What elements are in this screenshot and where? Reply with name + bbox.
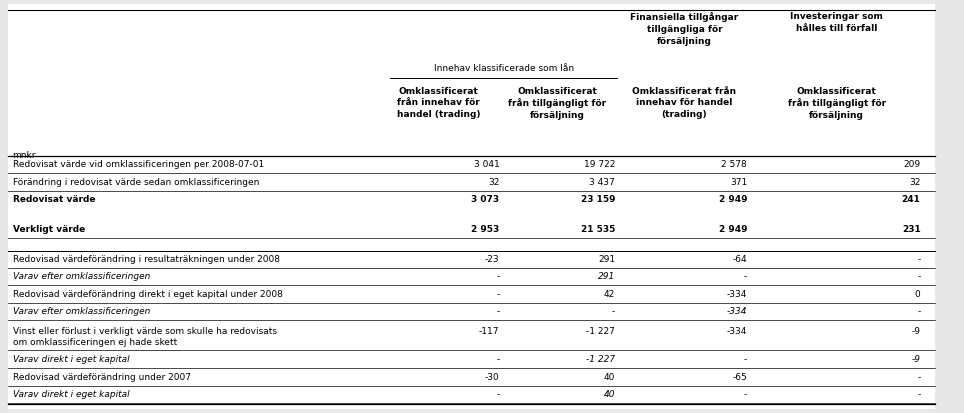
Text: Redovisad värdeförändring direkt i eget kapital under 2008: Redovisad värdeförändring direkt i eget … xyxy=(13,290,282,299)
Text: 291: 291 xyxy=(598,255,615,263)
Text: -: - xyxy=(496,290,499,299)
Text: 32: 32 xyxy=(909,178,921,187)
Text: -334: -334 xyxy=(727,307,747,316)
Text: 32: 32 xyxy=(488,178,499,187)
Text: -1 227: -1 227 xyxy=(586,355,615,364)
Text: Varav direkt i eget kapital: Varav direkt i eget kapital xyxy=(13,390,129,399)
Text: Redovisat värde: Redovisat värde xyxy=(13,195,95,204)
Text: -: - xyxy=(744,390,747,399)
Text: 42: 42 xyxy=(603,290,615,299)
Text: Redovisad värdeförändring under 2007: Redovisad värdeförändring under 2007 xyxy=(13,373,191,382)
Text: -64: -64 xyxy=(733,255,747,263)
Text: Innehav klassificerade som lån: Innehav klassificerade som lån xyxy=(434,64,574,73)
Text: -334: -334 xyxy=(727,290,747,299)
Text: Omklassificerat
från tillgängligt för
försäljning: Omklassificerat från tillgängligt för fö… xyxy=(788,87,886,120)
Text: -: - xyxy=(496,390,499,399)
Text: -: - xyxy=(496,307,499,316)
Text: Varav direkt i eget kapital: Varav direkt i eget kapital xyxy=(13,355,129,364)
Text: Vinst eller förlust i verkligt värde som skulle ha redovisats
om omklassificerin: Vinst eller förlust i verkligt värde som… xyxy=(13,327,277,347)
Text: 241: 241 xyxy=(901,195,921,204)
Text: -9: -9 xyxy=(912,327,921,336)
Text: Omklassificerat från
innehav för handel
(trading): Omklassificerat från innehav för handel … xyxy=(632,87,736,119)
Text: 3 073: 3 073 xyxy=(471,195,499,204)
Text: Finansiella tillgångar
tillgängliga för
försäljning: Finansiella tillgångar tillgängliga för … xyxy=(630,12,738,46)
Text: -117: -117 xyxy=(479,327,499,336)
Text: 3 437: 3 437 xyxy=(589,178,615,187)
Text: 21 535: 21 535 xyxy=(580,225,615,234)
Text: -9: -9 xyxy=(912,355,921,364)
Text: -: - xyxy=(744,355,747,364)
Text: 209: 209 xyxy=(903,160,921,169)
Text: -: - xyxy=(918,390,921,399)
Text: 0: 0 xyxy=(915,290,921,299)
Text: Varav efter omklassificeringen: Varav efter omklassificeringen xyxy=(13,307,150,316)
Text: -: - xyxy=(918,272,921,281)
Text: 23 159: 23 159 xyxy=(580,195,615,204)
Text: 231: 231 xyxy=(902,225,921,234)
Text: 291: 291 xyxy=(598,272,615,281)
Text: 2 578: 2 578 xyxy=(721,160,747,169)
Text: Investeringar som
hålles till förfall: Investeringar som hålles till förfall xyxy=(790,12,883,33)
Text: 371: 371 xyxy=(730,178,747,187)
Text: -: - xyxy=(918,255,921,263)
Text: Omklassificerat
från tillgängligt för
försäljning: Omklassificerat från tillgängligt för fö… xyxy=(508,87,606,120)
Text: 2 949: 2 949 xyxy=(718,225,747,234)
Text: Varav efter omklassificeringen: Varav efter omklassificeringen xyxy=(13,272,150,281)
FancyBboxPatch shape xyxy=(8,4,935,409)
Text: -23: -23 xyxy=(485,255,499,263)
Text: 40: 40 xyxy=(603,373,615,382)
Text: -30: -30 xyxy=(485,373,499,382)
Text: 19 722: 19 722 xyxy=(583,160,615,169)
Text: Verkligt värde: Verkligt värde xyxy=(13,225,85,234)
Text: 2 953: 2 953 xyxy=(471,225,499,234)
Text: -: - xyxy=(612,307,615,316)
Text: mnkr: mnkr xyxy=(13,151,36,160)
Text: Förändring i redovisat värde sedan omklassificeringen: Förändring i redovisat värde sedan omkla… xyxy=(13,178,259,187)
Text: 2 949: 2 949 xyxy=(718,195,747,204)
Text: Redovisad värdeförändring i resultaträkningen under 2008: Redovisad värdeförändring i resultaträkn… xyxy=(13,255,280,263)
Text: -: - xyxy=(744,272,747,281)
Text: -65: -65 xyxy=(733,373,747,382)
Text: -1 227: -1 227 xyxy=(586,327,615,336)
Text: -334: -334 xyxy=(727,327,747,336)
Text: -: - xyxy=(496,355,499,364)
Text: 3 041: 3 041 xyxy=(473,160,499,169)
Text: Redovisat värde vid omklassificeringen per 2008-07-01: Redovisat värde vid omklassificeringen p… xyxy=(13,160,264,169)
Text: -: - xyxy=(918,307,921,316)
Text: Omklassificerat
från innehav för
handel (trading): Omklassificerat från innehav för handel … xyxy=(397,87,480,119)
Text: -: - xyxy=(496,272,499,281)
Text: -: - xyxy=(918,373,921,382)
Text: 40: 40 xyxy=(603,390,615,399)
